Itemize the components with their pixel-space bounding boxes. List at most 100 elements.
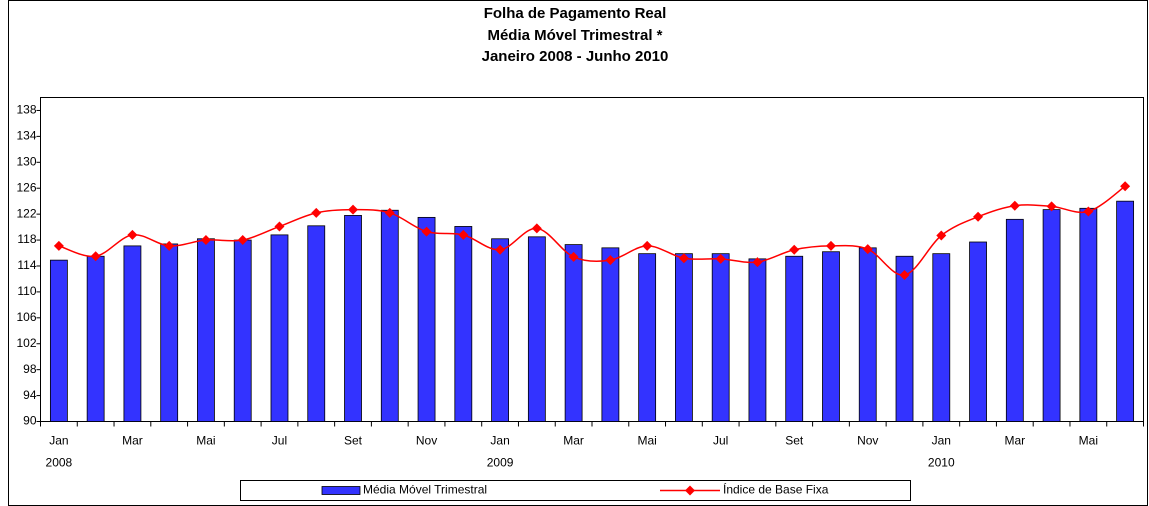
marker — [90, 251, 101, 262]
marker — [200, 235, 211, 246]
marker — [458, 229, 469, 240]
chart-title: Folha de Pagamento Real — [484, 5, 667, 22]
bar — [86, 255, 105, 422]
bar — [748, 258, 767, 422]
marker — [1009, 200, 1020, 211]
legend-label: Índice de Base Fixa — [723, 482, 829, 497]
bar — [197, 238, 215, 422]
x-tick-label: Jul — [713, 434, 728, 448]
chart-subtitle: Média Móvel Trimestral * — [487, 27, 662, 44]
marker — [899, 270, 910, 281]
bar — [1079, 207, 1098, 422]
y-tick-label: 110 — [17, 284, 36, 298]
marker — [1120, 181, 1131, 192]
bar — [417, 216, 436, 422]
bar — [527, 236, 546, 422]
x-tick-label: Nov — [416, 434, 437, 448]
bar — [822, 251, 840, 422]
bar — [895, 255, 914, 422]
legend-marker — [685, 485, 695, 496]
bar — [932, 253, 951, 422]
x-tick-label: Set — [785, 434, 804, 448]
marker — [348, 204, 359, 215]
marker — [678, 253, 689, 264]
marker — [127, 229, 138, 240]
marker — [495, 244, 506, 255]
plot-area — [40, 97, 1144, 422]
x-tick-label: Nov — [857, 434, 878, 448]
bar — [858, 247, 877, 422]
bar — [785, 255, 804, 422]
x-tick-label: Jan — [490, 434, 509, 448]
marker — [568, 251, 579, 262]
marker — [715, 253, 726, 264]
marker — [237, 235, 248, 246]
x-year-label: 2010 — [928, 456, 955, 470]
marker — [1083, 206, 1094, 217]
marker — [1046, 201, 1057, 212]
marker — [642, 240, 653, 251]
marker — [274, 221, 285, 232]
x-tick-label: Mar — [1004, 434, 1025, 448]
bar — [969, 241, 987, 422]
marker — [53, 240, 64, 251]
marker — [164, 240, 175, 251]
y-tick-label: 122 — [16, 206, 36, 220]
x-tick-label: Mar — [122, 434, 143, 448]
y-tick-label: 106 — [16, 310, 36, 324]
marker — [421, 226, 432, 237]
x-year-label: 2009 — [487, 456, 514, 470]
chart-subtitle: Janeiro 2008 - Junho 2010 — [482, 48, 669, 65]
marker — [752, 257, 763, 268]
x-tick-label: Mar — [563, 434, 584, 448]
bar — [233, 239, 252, 422]
y-tick-label: 90 — [23, 414, 37, 428]
y-tick-label: 134 — [16, 129, 36, 143]
marker — [789, 244, 800, 255]
marker — [936, 230, 947, 241]
x-tick-label: Mai — [1079, 434, 1098, 448]
bar — [491, 238, 509, 422]
bar — [1042, 209, 1061, 422]
y-tick-label: 102 — [16, 336, 36, 350]
y-tick-label: 130 — [16, 154, 36, 168]
bar — [454, 226, 473, 422]
marker — [605, 255, 616, 266]
y-tick-label: 98 — [23, 362, 37, 376]
marker — [311, 207, 322, 218]
x-tick-label: Jul — [272, 434, 287, 448]
y-tick-label: 114 — [17, 258, 36, 272]
marker — [862, 244, 873, 255]
marker — [384, 207, 395, 218]
y-tick-label: 118 — [17, 232, 36, 246]
marker — [531, 223, 542, 234]
bar — [270, 234, 289, 422]
x-tick-label: Mai — [637, 434, 656, 448]
bar — [638, 253, 657, 422]
legend-swatch — [321, 486, 361, 495]
x-tick-label: Set — [344, 434, 363, 448]
bar — [380, 209, 399, 422]
bar — [307, 225, 326, 422]
bar — [123, 245, 142, 422]
x-tick-label: Jan — [49, 434, 68, 448]
bar — [344, 215, 362, 422]
marker — [973, 211, 984, 222]
x-year-label: 2008 — [46, 456, 73, 470]
x-tick-label: Mai — [196, 434, 215, 448]
legend — [240, 480, 911, 501]
bar — [1116, 200, 1135, 422]
bar — [49, 259, 68, 422]
legend-label: Média Móvel Trimestral — [363, 483, 487, 497]
marker — [825, 240, 836, 251]
bar — [675, 253, 693, 422]
bar — [160, 243, 179, 422]
y-tick-label: 138 — [16, 103, 36, 117]
y-tick-label: 94 — [23, 388, 37, 402]
bar — [564, 244, 583, 422]
x-tick-label: Jan — [932, 434, 951, 448]
bar — [601, 247, 620, 422]
y-tick-label: 126 — [16, 180, 36, 194]
bar — [711, 253, 730, 422]
